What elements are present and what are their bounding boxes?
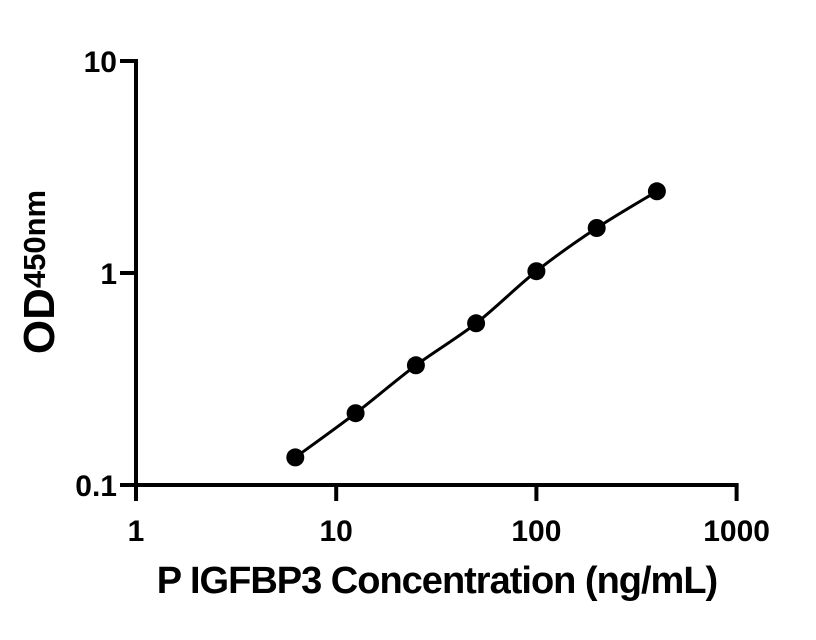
x-tick-label: 1000: [703, 515, 770, 548]
data-point: [406, 356, 425, 375]
data-point: [587, 219, 606, 237]
x-tick-label: 100: [511, 515, 561, 548]
y-tick-label: 1: [100, 258, 117, 291]
data-point: [467, 314, 486, 333]
x-tick-label: 10: [320, 515, 353, 548]
data-point: [647, 182, 666, 201]
data-point: [527, 262, 546, 281]
x-tick-label: 1: [128, 515, 145, 548]
y-axis-title-main: OD: [15, 288, 64, 355]
data-point: [346, 404, 365, 423]
y-tick-label: 10: [84, 46, 117, 79]
y-axis-title-subscript: 450nm: [17, 189, 52, 289]
data-point: [286, 448, 305, 467]
y-tick-label: 0.1: [75, 470, 117, 503]
x-axis-title: P IGFBP3 Concentration (ng/mL): [156, 560, 718, 602]
y-axis-title: OD450nm: [15, 189, 64, 355]
